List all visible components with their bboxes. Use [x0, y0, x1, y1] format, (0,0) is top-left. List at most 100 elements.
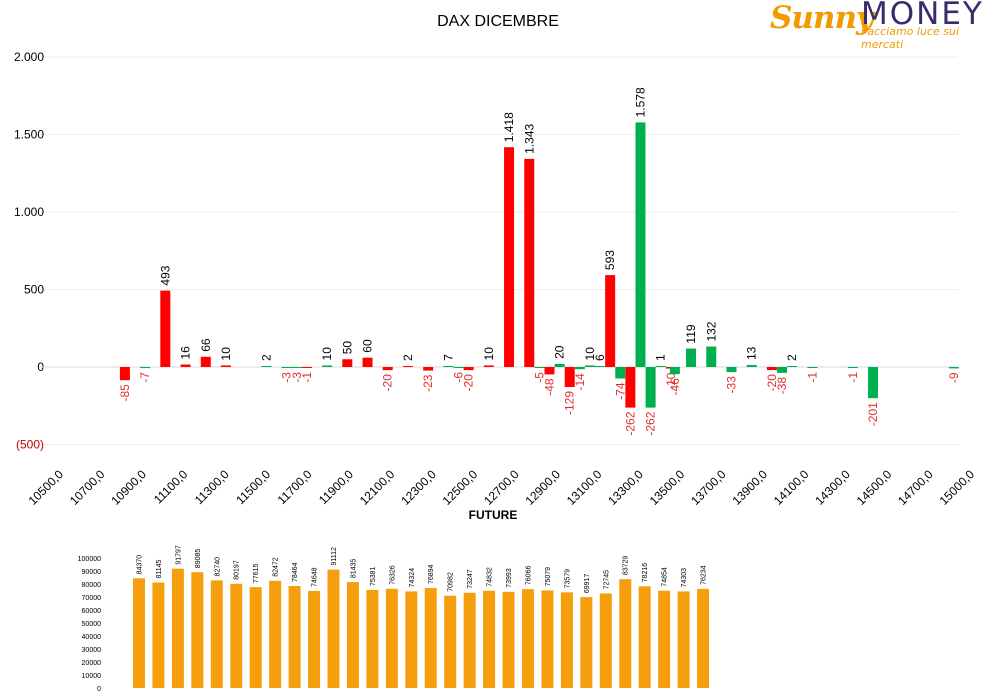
bar-future [522, 589, 534, 688]
data-label: 78216 [642, 563, 649, 583]
data-label: -3 [290, 372, 304, 383]
bar-red [605, 275, 616, 367]
data-label: -129 [563, 391, 577, 415]
data-label: 78464 [292, 562, 299, 582]
data-label: 76894 [428, 564, 435, 584]
data-label: 10 [482, 347, 496, 361]
y-tick-label: 0 [97, 686, 101, 693]
bar-future [346, 582, 359, 688]
x-tick-label: 14500,0 [854, 467, 895, 508]
data-label: 20 [553, 345, 567, 359]
x-tick-label: 12500,0 [440, 467, 481, 508]
x-tick-label: 12700,0 [481, 467, 522, 508]
y-tick-label: 1.000 [14, 205, 44, 219]
data-label: -10 [664, 372, 678, 390]
bar-red [301, 367, 312, 368]
x-tick-label: 11100,0 [151, 467, 191, 507]
data-label: 76066 [526, 566, 533, 586]
y-tick-label: 40000 [82, 634, 102, 641]
logo-tagline: Facciamo luce sui mercati [861, 25, 960, 51]
y-tick-label: 90000 [82, 569, 102, 576]
data-label: 83729 [623, 556, 630, 576]
bar-red [544, 367, 555, 375]
bar-green [655, 366, 666, 367]
data-label: 80197 [234, 560, 241, 580]
x-tick-label: 14300,0 [812, 467, 853, 508]
bar-future [210, 580, 223, 688]
data-label: -85 [118, 384, 132, 402]
data-label: 91797 [175, 545, 182, 565]
data-label: -3 [280, 372, 294, 383]
data-label: 74854 [662, 567, 669, 587]
data-label: -20 [462, 374, 476, 392]
data-label: 81145 [156, 559, 163, 578]
bar-green [322, 365, 333, 367]
y-tick-label: 500 [24, 283, 44, 297]
bar-green [777, 367, 788, 373]
data-label: 2 [259, 354, 273, 361]
x-tick-label: 10700,0 [67, 467, 108, 508]
data-label: -7 [138, 372, 152, 383]
x-tick-label: 14100,0 [771, 467, 812, 508]
data-label: 1.418 [502, 112, 516, 142]
bar-future [424, 588, 437, 688]
data-label: -46 [668, 378, 682, 396]
x-tick-label: 14700,0 [895, 467, 936, 508]
data-label: -1 [805, 372, 819, 383]
data-label: 132 [704, 321, 718, 341]
bar-future [463, 592, 476, 688]
bar-green [443, 365, 454, 367]
bar-green [453, 367, 464, 368]
data-label: 66 [199, 338, 213, 352]
bar-green [635, 122, 646, 367]
bar-future [444, 595, 457, 688]
bar-red [504, 147, 515, 367]
bar-red [423, 367, 434, 371]
y-tick-label: 10000 [82, 673, 102, 680]
x-tick-label: 11700,0 [275, 467, 315, 507]
data-label: 69917 [584, 574, 591, 594]
y-tick-label: 70000 [82, 595, 102, 602]
bar-red [625, 367, 636, 408]
y-tick-label: 60000 [82, 608, 102, 615]
bar-red [180, 364, 191, 367]
bar-future [133, 578, 145, 688]
data-label: 75079 [545, 567, 552, 587]
x-tick-label: 13500,0 [647, 467, 688, 508]
bar-future [483, 590, 496, 688]
x-tick-label: 15000,0 [937, 467, 978, 508]
y-tick-label: 50000 [82, 621, 102, 628]
data-label: -262 [623, 411, 637, 435]
y-tick-label: 1.500 [14, 128, 44, 142]
data-label: 60 [361, 339, 375, 353]
bar-green [726, 367, 737, 373]
data-label: 76234 [701, 565, 708, 585]
bar-future [677, 591, 690, 688]
bar-red [342, 359, 353, 367]
bar-future [269, 580, 282, 688]
data-label: 493 [158, 265, 172, 285]
bar-future [619, 579, 632, 688]
bar-red [200, 356, 211, 367]
data-label: 2 [401, 354, 415, 361]
x-tick-label: 12900,0 [522, 467, 563, 508]
data-label: 50 [340, 341, 354, 355]
data-label: 10 [583, 347, 597, 361]
data-label: -48 [543, 378, 557, 396]
x-tick-label: 10500,0 [26, 467, 67, 508]
bar-red [362, 357, 373, 367]
data-label: 84370 [137, 555, 144, 575]
x-tick-label: 11500,0 [233, 467, 273, 507]
data-label: 16 [179, 346, 193, 360]
bar-future [580, 597, 593, 688]
bar-red [463, 367, 474, 371]
data-label: 10 [219, 347, 233, 361]
bar-future [541, 590, 554, 688]
data-label: -38 [775, 377, 789, 395]
bar-green [746, 364, 757, 367]
chart-title-dax: DAX DICEMBRE [437, 13, 559, 30]
bar-green [140, 367, 151, 369]
data-label: -1 [300, 372, 314, 383]
data-label: 1 [654, 354, 668, 361]
